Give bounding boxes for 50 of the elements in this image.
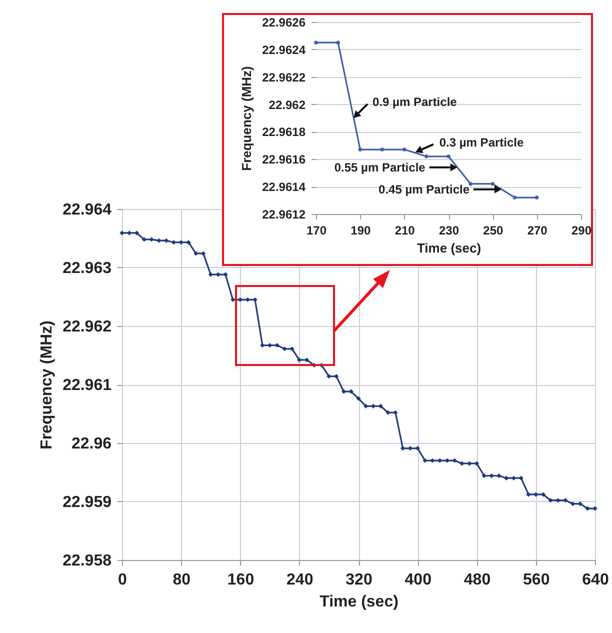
x-tick-label: 640 — [582, 572, 609, 588]
y-tick-label: 22.961 — [62, 377, 112, 394]
x-tick-label: 320 — [346, 572, 372, 588]
x-tick-label: 170 — [306, 224, 327, 238]
point — [446, 154, 450, 158]
annotation: 0.3 µm Particle — [439, 135, 524, 150]
x-tick-label: 250 — [483, 224, 504, 238]
point — [314, 40, 318, 44]
y-tick-label: 22.9624 — [262, 42, 306, 57]
y-tick-label: 22.9626 — [262, 16, 306, 30]
point — [534, 196, 539, 200]
x-axis-title: Time (sec) — [416, 240, 482, 256]
point — [380, 148, 384, 152]
y-tick-label: 22.96 — [71, 436, 112, 452]
annotation: 0.55 µm Particle — [334, 160, 426, 174]
y-tick-label: 22.9614 — [262, 180, 306, 194]
y-tick-label: 22.9622 — [262, 70, 306, 84]
y-tick-label: 22.962 — [268, 98, 306, 112]
point — [512, 196, 517, 200]
x-tick-label: 160 — [227, 572, 254, 588]
x-tick-label: 0 — [118, 572, 128, 588]
x-tick-label: 290 — [571, 224, 592, 238]
x-tick-label: 210 — [394, 224, 416, 238]
annotation: 0.9 µm Particle — [372, 95, 458, 109]
y-tick-label: 22.9618 — [262, 125, 306, 140]
y-tick-label: 22.9616 — [262, 152, 306, 167]
y-tick-label: 22.963 — [62, 260, 112, 277]
x-tick-label: 480 — [464, 572, 491, 588]
x-tick-label: 560 — [523, 572, 550, 588]
x-tick-label: 400 — [404, 572, 432, 588]
y-tick-label: 22.9612 — [262, 208, 306, 222]
point — [358, 148, 362, 152]
y-tick-label: 22.958 — [62, 552, 112, 570]
annotation: 0.45 µm Particle — [378, 182, 470, 196]
y-tick-label: 22.962 — [62, 318, 112, 336]
point — [336, 40, 340, 44]
x-tick-label: 190 — [350, 224, 371, 238]
x-tick-label: 230 — [438, 224, 460, 238]
x-tick-label: 80 — [172, 572, 191, 588]
y-axis-title: Frequency (MHz) — [239, 66, 254, 171]
point — [468, 182, 472, 186]
point — [402, 148, 406, 152]
y-tick-label: 22.959 — [62, 494, 112, 511]
x-tick-label: 270 — [527, 224, 548, 238]
point — [424, 154, 428, 158]
y-tick-label: 22.964 — [62, 202, 112, 218]
x-axis-title: Time (sec) — [320, 594, 398, 610]
y-axis-title: Frequency (MHz) — [38, 320, 56, 450]
x-tick-label: 240 — [286, 572, 314, 588]
point — [490, 182, 495, 186]
